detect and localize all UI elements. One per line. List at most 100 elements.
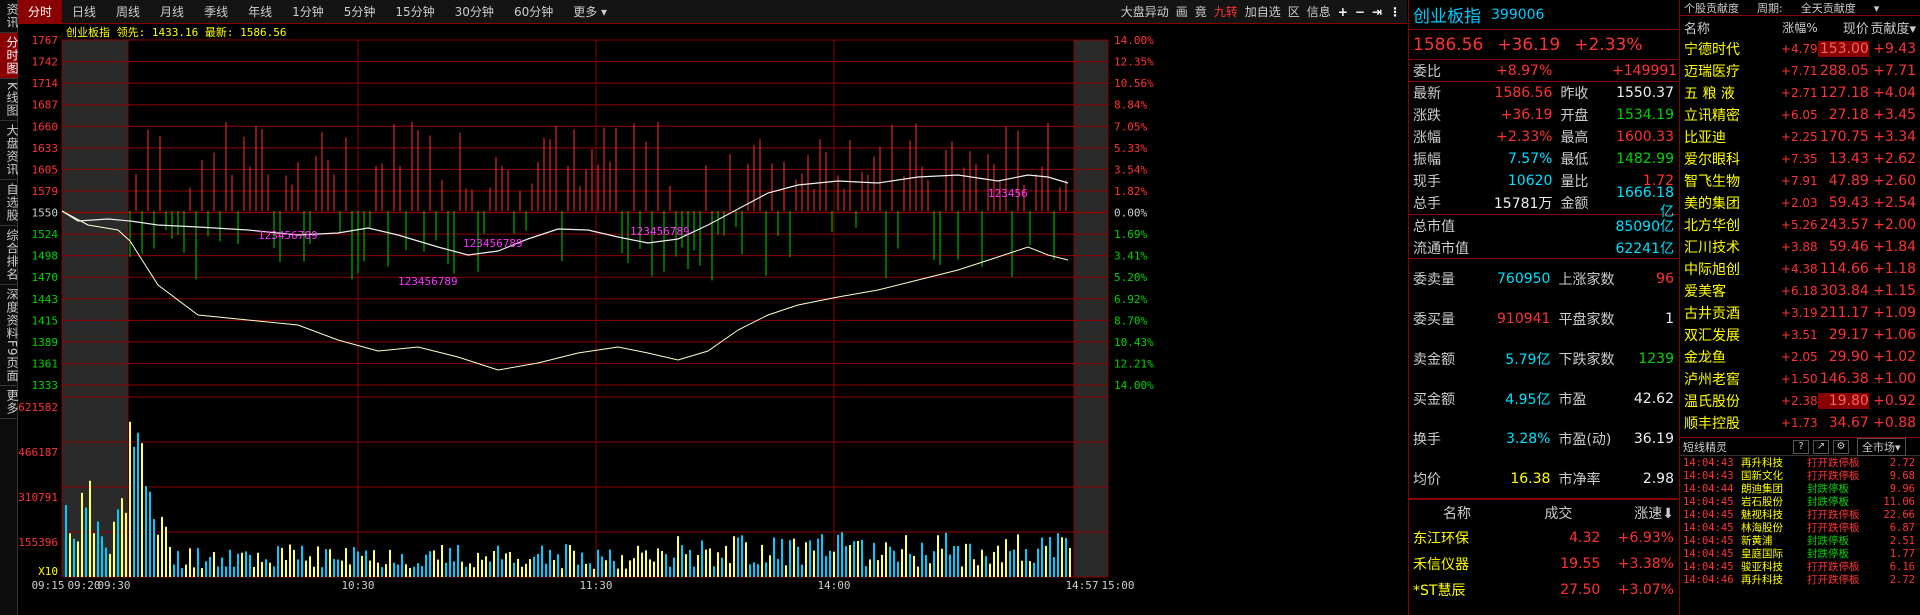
- time-tick: 11:30: [579, 579, 612, 592]
- contribution-row[interactable]: 立讯精密 +6.05 27.18 +3.45: [1684, 107, 1917, 124]
- price-tick: 1550: [32, 207, 59, 220]
- float-value: 62241亿: [1615, 240, 1674, 257]
- contribution-row[interactable]: 爱尔眼科 +7.35 13.43 +2.62: [1684, 151, 1917, 168]
- short-term-row[interactable]: 14:04:43 再升科技 打开跌停板 2.72: [1683, 456, 1915, 470]
- pct-tick: 14.00%: [1114, 34, 1154, 47]
- period-selector[interactable]: 周期: 全天贡献度 ▾: [1757, 1, 1880, 15]
- sidebar-item-0[interactable]: 资讯: [0, 0, 19, 33]
- nine-turn-label: 123456789: [258, 229, 318, 242]
- short-term-row[interactable]: 14:04:45 林海股份 打开跌停板 6.87: [1683, 521, 1915, 535]
- volume-tick: 310791: [18, 491, 58, 504]
- contribution-sort-header[interactable]: 贡献度▾: [1870, 21, 1917, 37]
- volume-scale: X10: [38, 565, 58, 578]
- speed-sort-header[interactable]: 涨速⬇: [1634, 505, 1674, 522]
- tab-8[interactable]: 15分钟: [395, 4, 435, 19]
- price-tick: 1742: [32, 56, 59, 69]
- tab-3[interactable]: 月线: [160, 4, 185, 19]
- short-term-header: 短线精灵 ? ↗ ⚙ 全市场▾: [1680, 437, 1920, 456]
- toolbar-tool-6[interactable]: 信息: [1306, 5, 1331, 19]
- tab-10[interactable]: 60分钟: [513, 4, 554, 19]
- sidebar-item-3[interactable]: 大盘资讯: [0, 121, 19, 180]
- price-tick: 1687: [32, 99, 59, 112]
- toolbar-tool-5[interactable]: 区: [1287, 5, 1300, 19]
- price-tick: 1605: [32, 163, 59, 176]
- contribution-row[interactable]: 爱美客 +6.18 303.84 +1.15: [1684, 283, 1917, 300]
- sidebar-item-2[interactable]: K线图: [0, 79, 19, 121]
- short-term-row[interactable]: 14:04:45 岩石股份 封跌停板 11.06: [1683, 495, 1915, 509]
- price-line: [61, 174, 1069, 256]
- contribution-row[interactable]: 北方华创 +5.26 243.57 +2.00: [1684, 217, 1917, 234]
- short-term-row[interactable]: 14:04:45 魅视科技 打开跌停板 22.66: [1683, 508, 1915, 522]
- quote-row: 涨跌 +36.19 开盘 1534.19: [1413, 107, 1674, 124]
- short-term-row[interactable]: 14:04:45 骏亚科技 打开跌停板 6.16: [1683, 560, 1915, 574]
- pct-tick: 5.20%: [1114, 271, 1147, 284]
- price-tick: 1389: [32, 336, 59, 349]
- price-tick: 1361: [32, 357, 59, 370]
- contribution-row[interactable]: 泸州老窖 +1.50 146.38 +1.00: [1684, 371, 1917, 388]
- contribution-row[interactable]: 汇川技术 +3.88 59.46 +1.84: [1684, 239, 1917, 256]
- pct-tick: 0.00%: [1114, 207, 1147, 220]
- speed-row[interactable]: 东江环保 4.32 +6.93%: [1413, 530, 1674, 547]
- popout-icon[interactable]: ↗: [1813, 439, 1829, 454]
- scope-select[interactable]: 全市场▾: [1857, 437, 1906, 456]
- toolbar-tool-2[interactable]: 竟: [1194, 5, 1207, 19]
- time-tick: 09:30: [97, 579, 130, 592]
- sidebar-item-6[interactable]: 深度资料F9页面: [0, 285, 19, 387]
- toolbar-tool-0[interactable]: 大盘异动: [1120, 5, 1169, 19]
- contribution-row[interactable]: 顺丰控股 +1.73 34.67 +0.88: [1684, 415, 1917, 432]
- contribution-row[interactable]: 温氏股份 +2.38 19.80 +0.92: [1684, 393, 1917, 410]
- tab-0[interactable]: 分时: [18, 0, 63, 24]
- chart-title: 创业板指 领先: 1433.16 最新: 1586.56: [66, 25, 286, 39]
- sidebar-item-7[interactable]: 更多: [0, 386, 19, 420]
- tab-9[interactable]: 30分钟: [454, 4, 494, 19]
- intraday-chart[interactable]: 1767 14.00% 1742 12.35% 1714 10.56% 1687 8.84% 1…: [18, 25, 1407, 615]
- gear-icon[interactable]: ⚙: [1833, 439, 1849, 454]
- contribution-row[interactable]: 美的集团 +2.03 59.43 +2.54: [1684, 195, 1917, 212]
- sidebar-item-5[interactable]: 综合排名: [0, 226, 19, 285]
- contribution-row[interactable]: 宁德时代 +4.79 153.00 +9.43: [1684, 41, 1917, 58]
- volume-tick: 466187: [18, 446, 58, 459]
- more-icon[interactable]: ⋮: [1389, 4, 1401, 19]
- plus-icon[interactable]: +: [1337, 4, 1348, 19]
- intraday-chart-svg: 1767 14.00% 1742 12.35% 1714 10.56% 1687 8.84% 1…: [18, 25, 1154, 592]
- mcap-label: 总市值: [1413, 219, 1455, 235]
- time-tick: 09:15: [31, 579, 64, 592]
- pct-tick: 10.43%: [1114, 336, 1154, 349]
- tab-4[interactable]: 季线: [204, 4, 229, 19]
- quote-row: 最新 1586.56 昨收 1550.37: [1413, 85, 1674, 102]
- contribution-row[interactable]: 比亚迪 +2.25 170.75 +3.34: [1684, 129, 1917, 146]
- contribution-row[interactable]: 五 粮 液 +2.71 127.18 +4.04: [1684, 85, 1917, 102]
- short-term-row[interactable]: 14:04:45 皇庭国际 封跌停板 1.77: [1683, 547, 1915, 561]
- short-term-row[interactable]: 14:04:44 朗迪集团 封跌停板 9.96: [1683, 482, 1915, 496]
- tab-1[interactable]: 日线: [72, 4, 97, 19]
- last-price: 1586.56: [1413, 34, 1484, 55]
- toolbar-tool-3[interactable]: 九转: [1213, 5, 1238, 19]
- contribution-row[interactable]: 中际旭创 +4.38 114.66 +1.18: [1684, 261, 1917, 278]
- tab-5[interactable]: 年线: [248, 4, 273, 19]
- short-term-row[interactable]: 14:04:43 国新文化 打开跌停板 9.68: [1683, 469, 1915, 483]
- contribution-row[interactable]: 金龙鱼 +2.05 29.90 +1.02: [1684, 349, 1917, 366]
- contribution-row[interactable]: 双汇发展 +3.51 29.17 +1.06: [1684, 327, 1917, 344]
- tab-11[interactable]: 更多 ▾: [573, 4, 608, 19]
- sidebar-item-4[interactable]: 自选股: [0, 180, 19, 226]
- short-term-row[interactable]: 14:04:45 新黄浦 封跌停板 2.51: [1683, 534, 1915, 548]
- arrow-right-icon[interactable]: ⇥: [1371, 4, 1382, 19]
- toolbar-tool-4[interactable]: 加自选: [1244, 5, 1281, 19]
- contribution-row[interactable]: 智飞生物 +7.91 47.89 +2.60: [1684, 173, 1917, 190]
- contribution-row[interactable]: 古井贡酒 +3.19 211.17 +1.09: [1684, 305, 1917, 322]
- contribution-row[interactable]: 迈瑞医疗 +7.71 288.05 +7.71: [1684, 63, 1917, 80]
- speed-row[interactable]: *ST慧辰 27.50 +3.07%: [1413, 582, 1674, 599]
- minus-icon[interactable]: −: [1354, 4, 1365, 19]
- pct-tick: 8.70%: [1114, 314, 1147, 327]
- tab-2[interactable]: 周线: [116, 4, 141, 19]
- help-icon[interactable]: ?: [1793, 439, 1809, 454]
- sidebar-item-1[interactable]: 分时图: [0, 33, 19, 79]
- pct-tick: 6.92%: [1114, 293, 1147, 306]
- short-term-row[interactable]: 14:04:46 再升科技 打开跌停板 2.72: [1683, 573, 1915, 587]
- tab-7[interactable]: 5分钟: [343, 4, 376, 19]
- tab-6[interactable]: 1分钟: [292, 4, 324, 19]
- quote-row: 现手 10620 量比 1.72: [1413, 173, 1674, 190]
- speed-row[interactable]: 禾信仪器 19.55 +3.38%: [1413, 556, 1674, 573]
- toolbar-tool-1[interactable]: 画: [1175, 5, 1188, 19]
- price-tick: 1498: [32, 250, 59, 263]
